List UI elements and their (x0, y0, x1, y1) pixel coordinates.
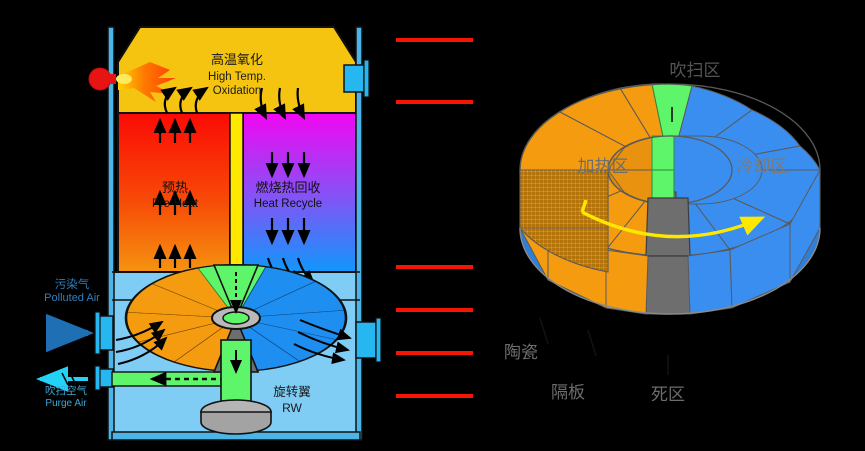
cooling-zone-label: 冷却区 (737, 157, 788, 176)
shell-left-wall (107, 26, 115, 441)
rotor-bottom-rim (519, 227, 821, 315)
recycle-label-en: Heat Recycle (254, 198, 322, 210)
recycle-inflow-arrows (254, 87, 305, 120)
wall-sector-heating (605, 249, 649, 315)
purge-air-label-cn: 吹扫空气 (45, 384, 87, 397)
purge-zone-label: 吹扫区 (670, 61, 721, 80)
center-divider (229, 112, 244, 273)
red-divider-line (396, 38, 473, 42)
red-divider-line (396, 394, 473, 398)
ceramic-leader-tick (539, 317, 549, 345)
outlet-swirl-arrows (293, 319, 352, 365)
rotary-valve-label-en: RW (282, 401, 302, 415)
red-divider-line (396, 308, 473, 312)
dead-zone-wall (645, 255, 691, 315)
preheat-label-cn: 预热 (162, 180, 188, 195)
purge-air-hatch (61, 372, 77, 386)
rotary-valve-wheel (124, 264, 348, 435)
inlet-swirl-arrows (115, 320, 168, 365)
port-left-inlet (94, 311, 114, 355)
purge-air-flow: 吹扫空气 Purge Air (36, 366, 88, 409)
polluted-air-flow: 污染气 Polluted Air (44, 277, 100, 353)
ceramic-label: 陶瓷 (504, 343, 538, 362)
wall-sector-cooling (687, 249, 733, 315)
preheat-arrows (153, 117, 197, 268)
rto-vessel: 高温氧化 High Temp. Oxidation 预热 Pre-Heat 燃烧… (88, 26, 382, 441)
drive-base-body (200, 411, 272, 435)
heating-zone-label: 加热区 (578, 157, 629, 176)
partition-leader-tick (587, 329, 597, 357)
red-divider-line (396, 265, 473, 269)
preheat-label-en: Pre-Heat (152, 198, 199, 210)
recycle-label-cn: 燃烧热回收 (255, 180, 320, 195)
oxidation-label-cn: 高温氧化 (211, 52, 263, 67)
burner-nozzle (108, 74, 116, 84)
rotary-valve-label-cn: 旋转翼 (273, 384, 311, 399)
port-right-outlet (355, 317, 382, 363)
polluted-air-label-cn: 污染气 (55, 277, 90, 291)
rotation-arrow-tail (580, 199, 588, 213)
polluted-air-label-en: Polluted Air (44, 292, 100, 304)
red-divider-line (396, 100, 473, 104)
oxidation-label-en1: High Temp. (208, 71, 266, 83)
dead-zone-label: 死区 (651, 385, 685, 404)
purge-wedge-2d (212, 264, 260, 321)
purge-air-label-en: Purge Air (45, 398, 87, 409)
red-divider-lines (396, 38, 473, 398)
dead-zone-front (645, 197, 691, 257)
port-left-purge (94, 365, 114, 391)
partition-label: 隔板 (551, 383, 585, 402)
recycle-arrows (265, 152, 311, 246)
zone-heat-recycle (242, 112, 357, 273)
oxidation-inflow-arrows (160, 86, 209, 114)
rotor-hub-center (222, 311, 250, 325)
port-top-right (343, 59, 370, 98)
rotation-direction-arrow (581, 210, 766, 239)
oxidation-label-en2: Oxidation (213, 85, 262, 97)
flame-core (116, 74, 132, 84)
burner-body (88, 67, 112, 91)
ceramic-rotor-3d: 吹扫区 加热区 冷却区 陶瓷 隔板 死区 (504, 61, 821, 404)
red-divider-line (396, 351, 473, 355)
